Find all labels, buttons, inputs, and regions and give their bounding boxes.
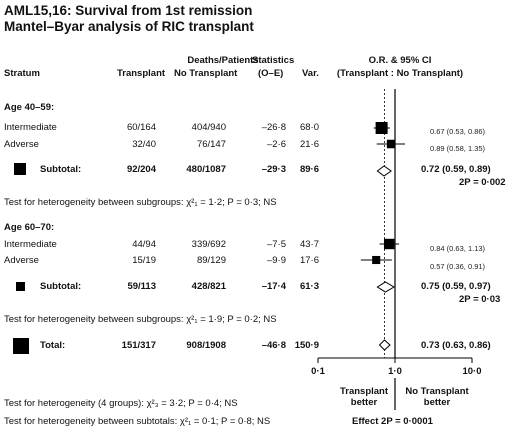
header-or-sub: (Transplant : No Transplant) [336, 68, 464, 79]
row-name: Adverse [4, 255, 39, 266]
estimate-diamond [378, 339, 391, 351]
estimate-diamond [376, 165, 392, 177]
subtotal-ci-text: 0.72 (0.59, 0.89) [421, 164, 491, 175]
subtotal-no-transplant: 480/1087 [186, 164, 226, 175]
effect-p: Effect 2P = 0·0001 [352, 416, 433, 427]
total-label: Total: [40, 340, 66, 351]
subtotal-oe: –17·4 [261, 281, 286, 292]
heterogeneity-note: Test for heterogeneity between subgroups… [4, 314, 277, 325]
chart-title: AML15,16: Survival from 1st remission [4, 3, 253, 18]
row-oe: –2·6 [266, 139, 286, 150]
x-tick-label: 10·0 [462, 366, 482, 377]
header-statistics: Statistics [252, 55, 295, 66]
header-var: Var. [302, 68, 319, 79]
row-ci-text: 0.84 (0.63, 1.13) [430, 244, 486, 253]
subtotal-no-transplant: 428/821 [191, 281, 226, 292]
row-var: 21·6 [299, 139, 319, 150]
total-marker [13, 338, 29, 354]
row-transplant: 32/40 [132, 139, 156, 150]
row-transplant: 15/19 [132, 255, 156, 266]
chart-subtitle: Mantel–Byar analysis of RIC transplant [4, 19, 254, 34]
heterogeneity-note: Test for heterogeneity between subgroups… [4, 197, 277, 208]
row-ci-text: 0.67 (0.53, 0.86) [430, 127, 486, 136]
right-better-label: better [423, 397, 451, 408]
total-oe: –46·8 [261, 340, 286, 351]
row-oe: –26·8 [261, 122, 286, 133]
total-no-transplant: 908/1908 [186, 340, 226, 351]
subtotal-ci-text: 0.75 (0.59, 0.97) [421, 281, 491, 292]
subtotal-marker [14, 163, 26, 175]
subtotal-label: Subtotal: [40, 164, 82, 175]
total-transplant: 151/317 [121, 340, 156, 351]
estimate-square [386, 139, 396, 149]
row-transplant: 44/94 [132, 239, 156, 250]
row-oe: –9·9 [266, 255, 286, 266]
right-better-label: No Transplant [405, 386, 469, 397]
header-or-ci: O.R. & 95% CI [368, 55, 432, 66]
subtotal-var: 61·3 [299, 281, 319, 292]
subtotal-p-text: 2P = 0·002 [459, 177, 506, 188]
row-var: 17·6 [299, 255, 319, 266]
estimate-square [383, 238, 395, 250]
subtotal-label: Subtotal: [40, 281, 82, 292]
total-ci-text: 0.73 (0.63, 0.86) [421, 340, 491, 351]
row-name: Adverse [4, 139, 39, 150]
subtotal-var: 89·6 [299, 164, 319, 175]
subtotal-transplant: 92/204 [126, 164, 156, 175]
x-tick-label: 0·1 [311, 366, 325, 377]
row-no-transplant: 404/940 [191, 122, 226, 133]
estimate-diamond [376, 281, 395, 293]
subtotal-p-text: 2P = 0·03 [459, 294, 501, 305]
heterogeneity-subtotals: Test for heterogeneity between subtotals… [4, 416, 271, 427]
subtotal-marker [16, 282, 25, 291]
header-stratum: Stratum [4, 68, 40, 79]
subtotal-oe: –29·3 [261, 164, 286, 175]
row-var: 68·0 [299, 122, 319, 133]
subtotal-transplant: 59/113 [127, 281, 156, 292]
header-transplant: Transplant [117, 68, 166, 79]
estimate-square [372, 255, 381, 265]
left-better-label: Transplant [339, 386, 389, 397]
row-oe: –7·5 [266, 239, 286, 250]
heterogeneity-4-groups: Test for heterogeneity (4 groups): χ²₃ =… [4, 398, 238, 409]
group-label: Age 60–70: [4, 222, 55, 233]
header-o-e: (O–E) [258, 68, 284, 79]
x-tick-label: 1·0 [388, 366, 402, 377]
row-ci-text: 0.89 (0.58, 1.35) [430, 144, 486, 153]
row-ci-text: 0.57 (0.36, 0.91) [430, 262, 486, 271]
total-var: 150·9 [294, 340, 319, 351]
row-transplant: 60/164 [126, 122, 156, 133]
header-deaths-patients: Deaths/Patients [187, 55, 259, 66]
left-better-label: better [350, 397, 378, 408]
group-label: Age 40–59: [4, 102, 55, 113]
row-no-transplant: 89/129 [196, 255, 226, 266]
row-no-transplant: 339/692 [191, 239, 226, 250]
header-no-transplant: No Transplant [174, 68, 238, 79]
row-name: Intermediate [4, 122, 57, 133]
row-name: Intermediate [4, 239, 57, 250]
row-var: 43·7 [299, 239, 319, 250]
row-no-transplant: 76/147 [196, 139, 226, 150]
estimate-square [375, 122, 388, 134]
